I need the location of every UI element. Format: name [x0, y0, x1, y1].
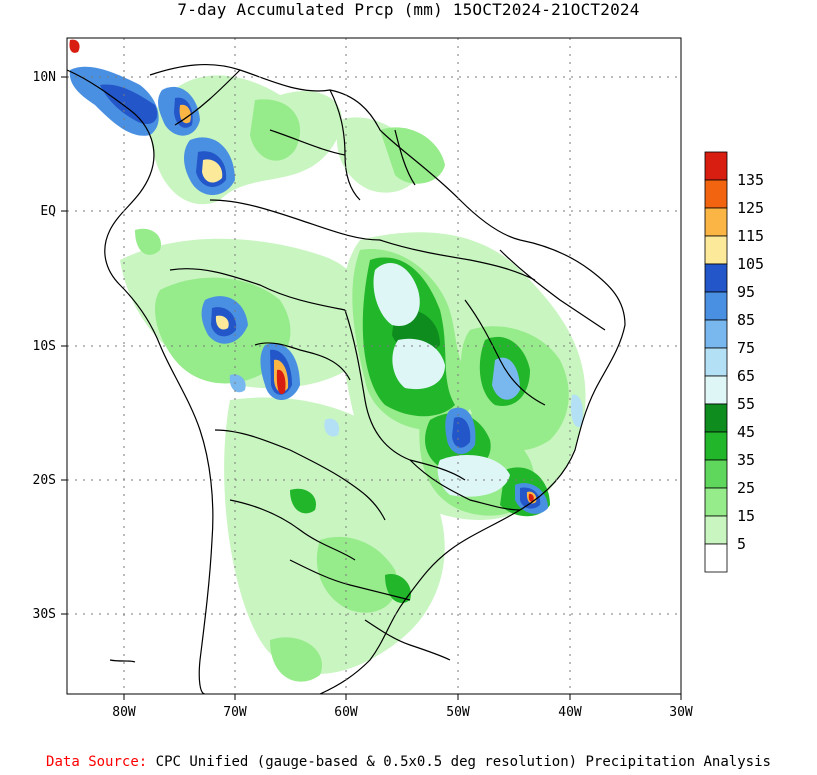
legend-label: 15: [737, 507, 755, 525]
legend-label: 125: [737, 199, 764, 217]
longitude-labels: 80W 70W 60W 50W 40W 30W: [112, 705, 693, 720]
lon-label: 50W: [446, 705, 470, 720]
legend-label: 25: [737, 479, 755, 497]
legend-label: 85: [737, 311, 755, 329]
legend-swatch: [704, 179, 728, 209]
legend-label: 95: [737, 283, 755, 301]
legend-swatch: [704, 235, 728, 265]
lon-label: 80W: [112, 705, 136, 720]
legend-label: 65: [737, 367, 755, 385]
coastlines: [67, 63, 626, 694]
legend-label: 5: [737, 535, 746, 553]
legend-label: 135: [737, 171, 764, 189]
legend-colorbar: 5 15 25 35 45 55 65 75 85 95 105 115 125 135: [704, 151, 764, 573]
precip-field: [69, 39, 586, 682]
data-source-note: Data Source: CPC Unified (gauge-based & …: [0, 754, 817, 770]
lon-label: 60W: [334, 705, 358, 720]
legend-label: 105: [737, 255, 764, 273]
legend-swatch: [704, 543, 728, 573]
legend-swatch: [704, 431, 728, 461]
source-label: Data Source:: [46, 754, 148, 770]
legend-swatch: [704, 375, 728, 405]
lon-label: 30W: [669, 705, 693, 720]
grid: [67, 38, 681, 694]
legend-swatch: [704, 347, 728, 377]
latitude-labels: 10N EQ 10S 20S 30S: [33, 70, 57, 622]
lat-label: EQ: [40, 204, 56, 219]
legend-label: 115: [737, 227, 764, 245]
lon-label: 70W: [223, 705, 247, 720]
legend-swatch: [704, 207, 728, 237]
legend-swatch: [704, 263, 728, 293]
lat-label: 20S: [33, 473, 56, 488]
legend-swatch: [704, 291, 728, 321]
axis-ticks: [61, 76, 682, 700]
map-title: 7-day Accumulated Prcp (mm) 15OCT2024-21…: [177, 0, 640, 19]
source-text: CPC Unified (gauge-based & 0.5x0.5 deg r…: [155, 754, 771, 770]
plot-frame: [66, 37, 682, 695]
legend-label: 45: [737, 423, 755, 441]
legend-swatch: [704, 487, 728, 517]
legend-swatch: [704, 151, 728, 181]
legend-swatch: [704, 319, 728, 349]
legend-label: 35: [737, 451, 755, 469]
legend-label: 75: [737, 339, 755, 357]
legend-swatch: [704, 403, 728, 433]
lat-label: 10S: [33, 339, 56, 354]
lat-label: 10N: [33, 70, 56, 85]
lon-label: 40W: [558, 705, 582, 720]
legend-swatch: [704, 459, 728, 489]
legend-label: 55: [737, 395, 755, 413]
lat-label: 30S: [33, 607, 56, 622]
legend-swatch: [704, 515, 728, 545]
